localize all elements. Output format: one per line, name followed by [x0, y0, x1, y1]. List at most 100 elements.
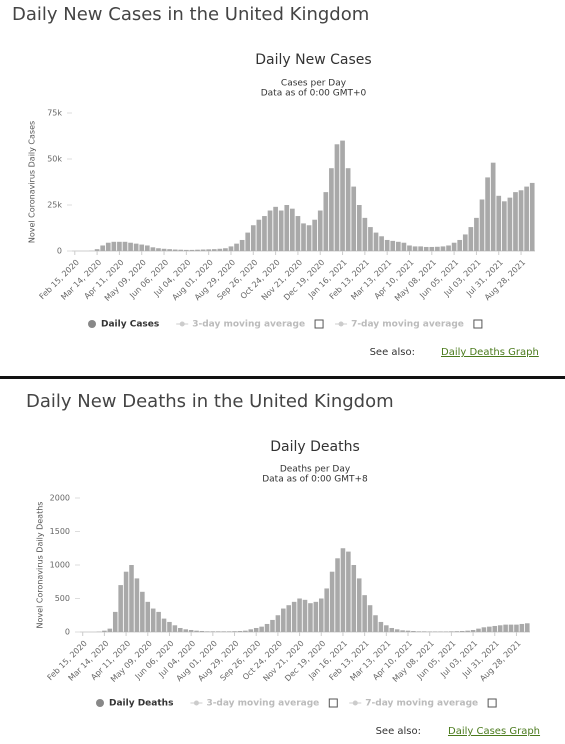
bar: [335, 558, 340, 632]
bar: [248, 629, 254, 632]
bar: [210, 631, 216, 632]
bar: [356, 205, 362, 251]
bar: [161, 248, 167, 251]
bar: [281, 608, 286, 632]
bar: [492, 625, 498, 632]
bar: [446, 245, 451, 251]
bar: [422, 631, 427, 632]
bar: [256, 219, 262, 251]
bar: [94, 249, 100, 251]
bar: [139, 244, 145, 251]
legend-marker: [193, 700, 199, 706]
bar: [178, 249, 184, 251]
bar: [100, 245, 106, 251]
link[interactable]: Daily Cases Graph: [448, 726, 540, 737]
bar: [513, 192, 518, 251]
chart-subtitle: Data as of 0:00 GMT+8: [262, 475, 368, 485]
checkbox[interactable]: [328, 698, 338, 708]
bar: [221, 631, 226, 632]
bar: [295, 216, 301, 251]
bar: [454, 631, 460, 632]
checkbox[interactable]: [314, 319, 324, 329]
y-tick-label: 25k: [47, 201, 62, 210]
bar: [395, 241, 401, 251]
divider: [0, 376, 565, 379]
legend-label[interactable]: 7-day moving average: [365, 699, 478, 709]
y-tick-label: 500: [55, 594, 70, 603]
bar: [129, 565, 134, 632]
legend-label[interactable]: 3-day moving average: [192, 320, 305, 330]
bar: [107, 628, 113, 632]
bar: [465, 630, 470, 632]
bar: [226, 631, 232, 632]
bar: [290, 208, 295, 251]
link[interactable]: Daily Deaths Graph: [441, 347, 539, 358]
bar: [167, 249, 172, 251]
bar: [429, 246, 435, 251]
bar: [362, 217, 368, 251]
bar: [351, 565, 357, 632]
checkbox[interactable]: [473, 319, 483, 329]
legend-label[interactable]: Daily Deaths: [109, 699, 173, 709]
bar: [329, 168, 334, 251]
x-tick-label: Aug 28, 2021: [483, 258, 527, 302]
bar: [172, 249, 178, 251]
chart-title: Daily New Cases: [255, 52, 371, 68]
bar: [351, 186, 357, 251]
bar: [232, 631, 237, 632]
bar: [435, 246, 440, 251]
bar: [340, 140, 345, 251]
bar: [144, 245, 150, 251]
legend-label[interactable]: 3-day moving average: [206, 699, 319, 709]
bar: [211, 249, 217, 251]
bar: [373, 232, 379, 251]
bar: [346, 551, 351, 632]
bar: [200, 249, 206, 251]
legend-marker: [179, 321, 185, 327]
bar: [301, 223, 306, 251]
bar: [205, 631, 210, 632]
legend-label[interactable]: Daily Cases: [101, 320, 159, 330]
bar: [188, 629, 194, 632]
bar: [112, 611, 118, 632]
bar: [487, 626, 492, 632]
bar: [400, 630, 405, 632]
legend-label[interactable]: 7-day moving average: [351, 320, 464, 330]
bar: [503, 624, 508, 632]
bar: [390, 240, 396, 251]
bar: [145, 601, 151, 632]
bar: [451, 242, 457, 251]
bar: [490, 162, 496, 251]
bar: [418, 246, 423, 251]
see-also: See also:: [376, 726, 421, 737]
bar: [128, 242, 133, 251]
bar: [457, 239, 463, 251]
bar: [262, 216, 267, 251]
bar: [286, 605, 292, 632]
bar: [389, 627, 395, 632]
bar: [122, 241, 128, 251]
bar: [443, 631, 449, 632]
bar: [234, 243, 239, 251]
bar: [497, 625, 503, 632]
bar: [518, 190, 524, 251]
bar: [194, 630, 199, 632]
checkbox[interactable]: [487, 698, 497, 708]
y-tick-label: 1500: [50, 527, 70, 536]
bar: [384, 239, 390, 251]
y-tick-label: 1000: [50, 561, 70, 570]
bar: [284, 205, 290, 251]
bar: [278, 210, 284, 251]
bar: [228, 246, 234, 251]
bar: [150, 247, 156, 251]
bar: [449, 631, 454, 632]
bar: [275, 615, 281, 632]
bar: [438, 631, 443, 632]
bar: [184, 249, 189, 251]
bar: [367, 605, 373, 632]
bar: [373, 615, 378, 632]
bar: [496, 195, 502, 251]
y-tick-label: 2000: [50, 494, 70, 503]
page-heading: Daily New Cases in the United Kingdom: [12, 4, 369, 25]
y-axis-label: Novel Coronavirus Daily Deaths: [36, 502, 45, 629]
